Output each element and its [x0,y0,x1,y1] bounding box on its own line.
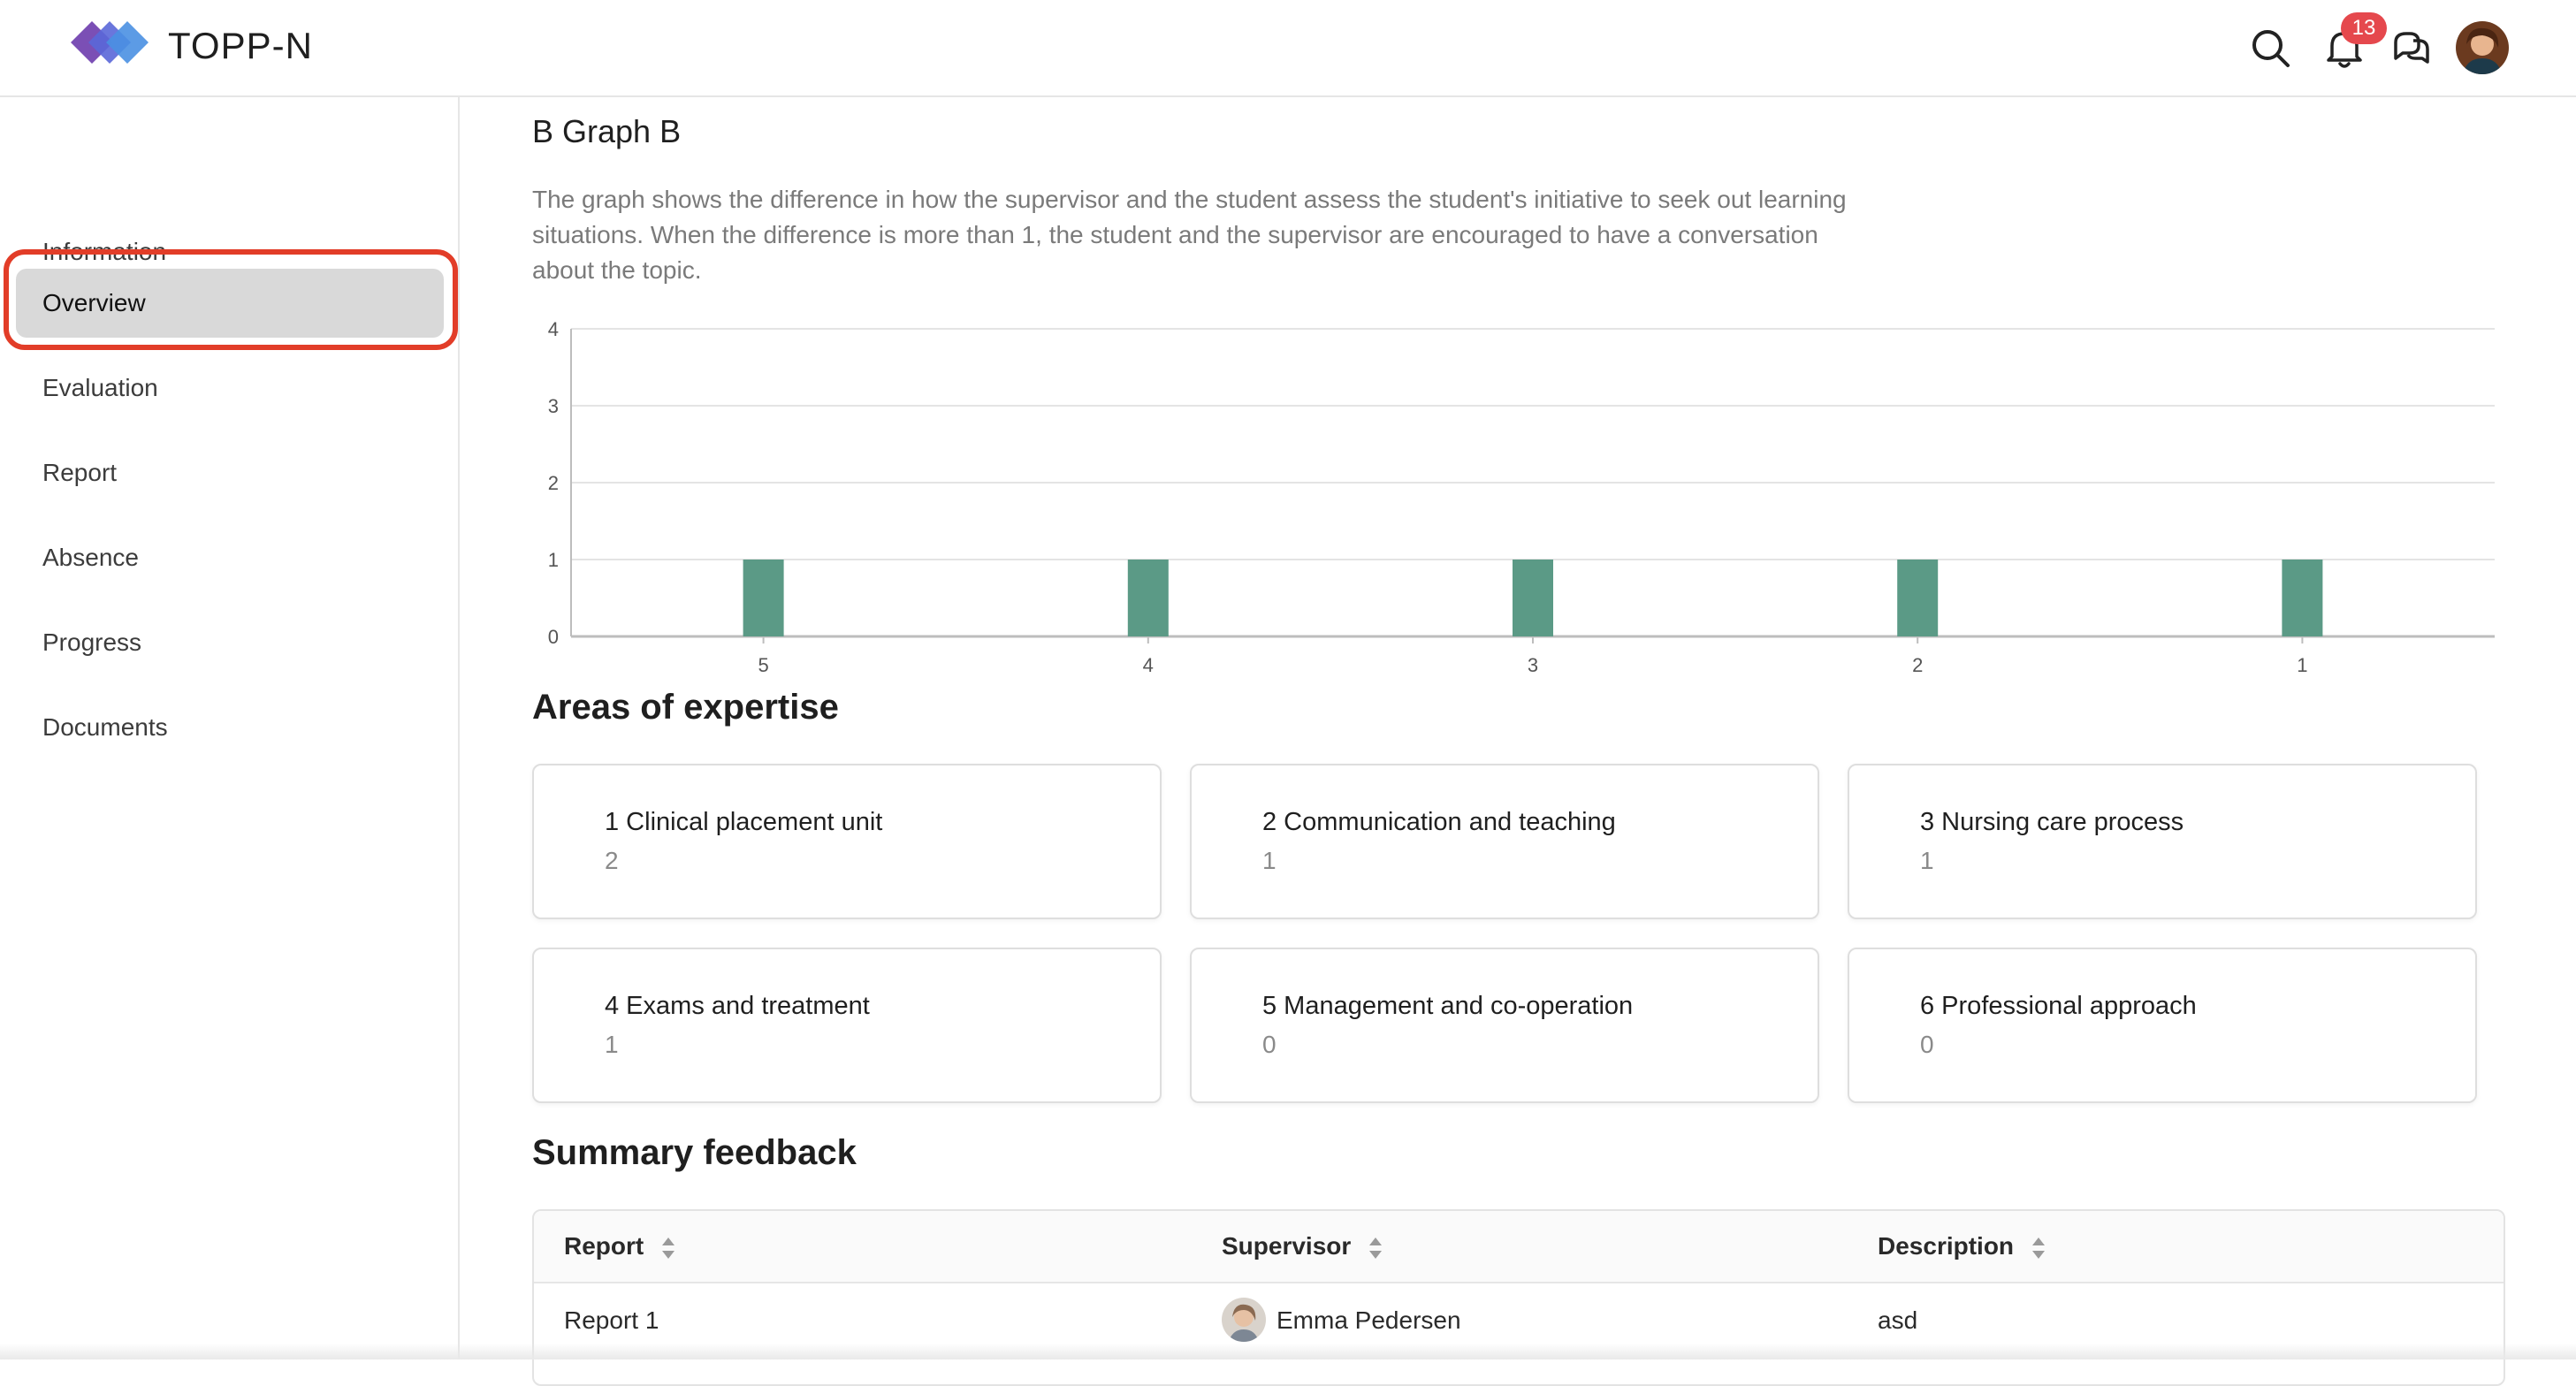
area-card[interactable]: 6 Professional approach 0 [1848,948,2477,1103]
area-card-title: 3 Nursing care process [1920,808,2184,836]
x-tick-label: 4 [1143,654,1154,676]
area-card-count: 2 [605,847,619,874]
area-card[interactable]: 2 Communication and teaching 1 [1190,764,1819,919]
search-icon[interactable] [2245,23,2295,72]
app-name: TOPP-N [168,25,313,66]
sort-icon[interactable] [1367,1235,1384,1261]
cell-description: asd [1878,1306,1918,1334]
summary-table: Report Supervisor Description Report 1 E… [532,1209,2505,1386]
y-tick-label: 3 [548,395,559,417]
area-card-title: 5 Management and co-operation [1262,992,1634,1020]
area-card[interactable]: 4 Exams and treatment 1 [532,948,1162,1103]
app-logo[interactable] [69,18,150,67]
sidebar-item-absence[interactable]: Absence [42,544,139,571]
area-card-title: 1 Clinical placement unit [605,808,883,836]
notification-badge: 13 [2341,12,2387,44]
area-card-title: 6 Professional approach [1920,992,2197,1020]
top-header: TOPP-N 13 [0,0,2576,97]
areas-title: Areas of expertise [532,688,839,727]
bar [2282,560,2323,636]
x-tick-label: 5 [758,654,768,676]
bottom-shadow [0,1344,2576,1359]
table-header [534,1211,2504,1283]
column-header-report[interactable]: Report [564,1211,677,1282]
sidebar-item-progress[interactable]: Progress [42,628,142,656]
bar [1897,560,1939,636]
sort-icon[interactable] [2030,1235,2047,1261]
area-card-count: 0 [1262,1031,1277,1058]
x-tick-label: 3 [1528,654,1538,676]
x-tick-label: 2 [1912,654,1923,676]
area-card-count: 1 [1920,847,1934,874]
area-card[interactable]: 1 Clinical placement unit 2 [532,764,1162,919]
chat-icon[interactable] [2387,23,2436,72]
area-card[interactable]: 3 Nursing care process 1 [1848,764,2477,919]
sidebar-item-documents[interactable]: Documents [42,713,168,741]
column-header-description[interactable]: Description [1878,1211,2047,1282]
area-card-count: 0 [1920,1031,1934,1058]
graph-title: B Graph B [532,113,682,149]
difference-bar-chart: 0 1 2 3 4 5 4 3 2 1 [548,318,2495,676]
x-tick-label: 1 [2297,654,2307,676]
area-card-title: 4 Exams and treatment [605,992,870,1020]
sidebar-item-report[interactable]: Report [42,459,118,486]
sidebar-item-overview[interactable]: Overview [16,269,444,338]
sidebar-item-evaluation[interactable]: Evaluation [42,374,158,401]
bar [1127,560,1169,636]
cell-supervisor: Emma Pedersen [1277,1306,1461,1334]
area-card-count: 1 [605,1031,619,1058]
area-card[interactable]: 5 Management and co-operation 0 [1190,948,1819,1103]
area-card-count: 1 [1262,847,1277,874]
area-card-title: 2 Communication and teaching [1262,808,1616,836]
graph-description: The graph shows the difference in how th… [532,186,1847,284]
bar [1513,560,1553,636]
y-tick-label: 2 [548,472,559,494]
user-avatar[interactable] [2456,21,2509,74]
column-header-supervisor[interactable]: Supervisor [1222,1211,1384,1282]
y-tick-label: 0 [548,626,559,648]
supervisor-avatar [1222,1298,1266,1342]
bar [743,560,784,636]
sidebar: Information Overview Evaluation Report A… [0,97,460,1359]
summary-title: Summary feedback [532,1133,857,1172]
cell-report[interactable]: Report 1 [564,1306,659,1334]
y-tick-label: 1 [548,549,559,571]
y-tick-label: 4 [548,318,559,340]
sort-icon[interactable] [659,1235,677,1261]
